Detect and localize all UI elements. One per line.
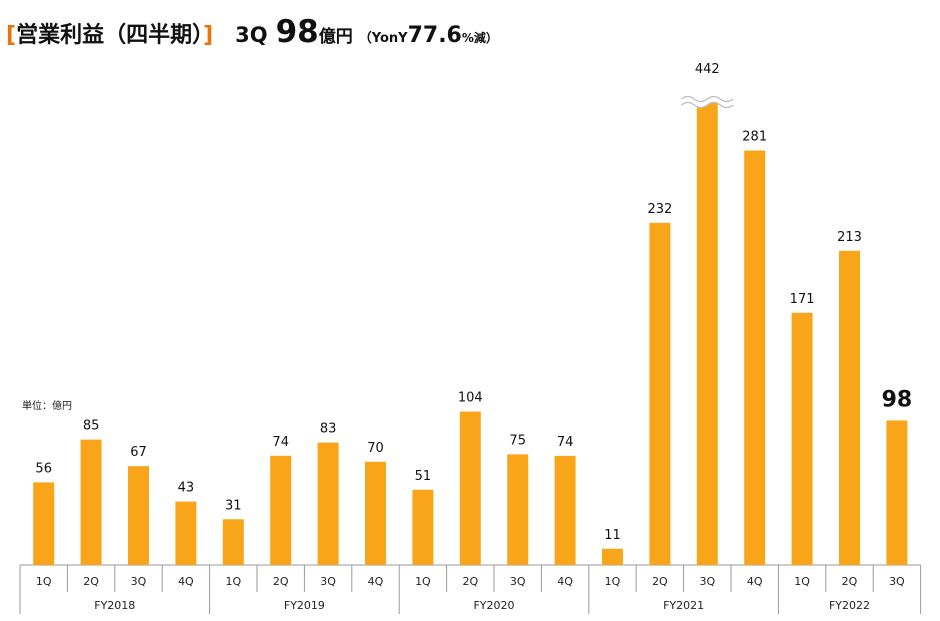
- data-label: 75: [509, 433, 526, 448]
- data-label: 104: [458, 391, 483, 406]
- data-label: 83: [320, 422, 337, 437]
- title-yoy-unit: %減）: [461, 31, 498, 45]
- tick-label: 1Q: [605, 575, 621, 588]
- bar-fy2022-1q: [791, 312, 813, 565]
- unit-note: 単位：億円: [22, 401, 72, 412]
- tick-label: 4Q: [178, 575, 194, 588]
- title-bracket-open: [: [6, 23, 17, 48]
- data-label: 51: [415, 469, 432, 484]
- data-label: 31: [225, 498, 242, 513]
- data-label: 74: [557, 435, 574, 450]
- group-label: FY2022: [829, 599, 870, 612]
- data-label: 70: [367, 441, 384, 456]
- bar-fy2021-4q: [744, 150, 766, 565]
- title-value: 98: [275, 14, 319, 50]
- tick-label: 3Q: [320, 575, 336, 588]
- tick-label: 4Q: [557, 575, 573, 588]
- title-text: 営業利益（四半期）: [16, 23, 204, 48]
- data-label: 171: [790, 292, 815, 307]
- bar-fy2020-3q: [507, 454, 529, 565]
- bar-fy2019-1q: [222, 519, 244, 565]
- bar-fy2020-4q: [554, 455, 576, 565]
- data-label: 281: [742, 130, 767, 145]
- group-label: FY2018: [94, 599, 135, 612]
- bar-fy2020-2q: [459, 411, 481, 565]
- axis-break-line: [680, 95, 734, 103]
- tick-label: 3Q: [889, 575, 905, 588]
- bar-fy2018-1q: [33, 482, 55, 565]
- bar-fy2020-1q: [412, 489, 434, 565]
- tick-label: 2Q: [842, 575, 858, 588]
- title-yoy-label: （YonY: [358, 31, 408, 46]
- data-label: 56: [35, 461, 52, 476]
- group-label: FY2020: [473, 599, 514, 612]
- tick-label: 3Q: [510, 575, 526, 588]
- tick-label: 1Q: [794, 575, 810, 588]
- title-bracket-close: ]: [203, 23, 214, 48]
- title-quarter: 3Q: [235, 23, 268, 47]
- title-value-unit: 億円: [318, 27, 353, 47]
- title-yoy-value: 77.6: [407, 23, 462, 48]
- data-label: 213: [837, 230, 862, 245]
- bar-fy2022-2q: [839, 250, 860, 565]
- tick-label: 2Q: [273, 575, 289, 588]
- group-label: FY2019: [284, 599, 325, 612]
- data-label: 74: [272, 435, 289, 450]
- bar-fy2018-3q: [128, 466, 149, 565]
- tick-label: 1Q: [225, 575, 241, 588]
- tick-label: 1Q: [36, 575, 52, 588]
- bar-fy2019-2q: [270, 455, 292, 565]
- axis-break-gap: [679, 96, 736, 108]
- tick-label: 1Q: [415, 575, 431, 588]
- tick-label: 4Q: [747, 575, 763, 588]
- bar-fy2019-4q: [365, 461, 386, 565]
- data-label: 67: [130, 445, 147, 460]
- bar-fy2021-3q: [696, 103, 718, 565]
- bar-fy2022-3q: [886, 420, 908, 565]
- data-label: 85: [83, 419, 100, 434]
- bar-fy2018-2q: [80, 439, 102, 565]
- bar-fy2021-2q: [649, 222, 671, 566]
- data-label: 43: [178, 481, 195, 496]
- tick-label: 2Q: [83, 575, 99, 588]
- bar-fy2019-3q: [317, 442, 339, 565]
- tick-label: 2Q: [462, 575, 478, 588]
- data-label: 98: [882, 387, 913, 412]
- group-label: FY2021: [663, 599, 704, 612]
- tick-label: 2Q: [652, 575, 668, 588]
- tick-label: 3Q: [131, 575, 147, 588]
- bar-fy2021-1q: [602, 548, 623, 565]
- axis-break-line: [680, 101, 734, 109]
- bar-fy2018-4q: [175, 501, 197, 565]
- data-label: 11: [604, 528, 621, 543]
- chart-title: [営業利益（四半期）] 3Q 98億円 （YonY77.6%減）: [6, 14, 498, 50]
- tick-label: 3Q: [699, 575, 715, 588]
- data-label: 232: [647, 202, 672, 217]
- data-label: 442: [695, 62, 720, 77]
- tick-label: 4Q: [368, 575, 384, 588]
